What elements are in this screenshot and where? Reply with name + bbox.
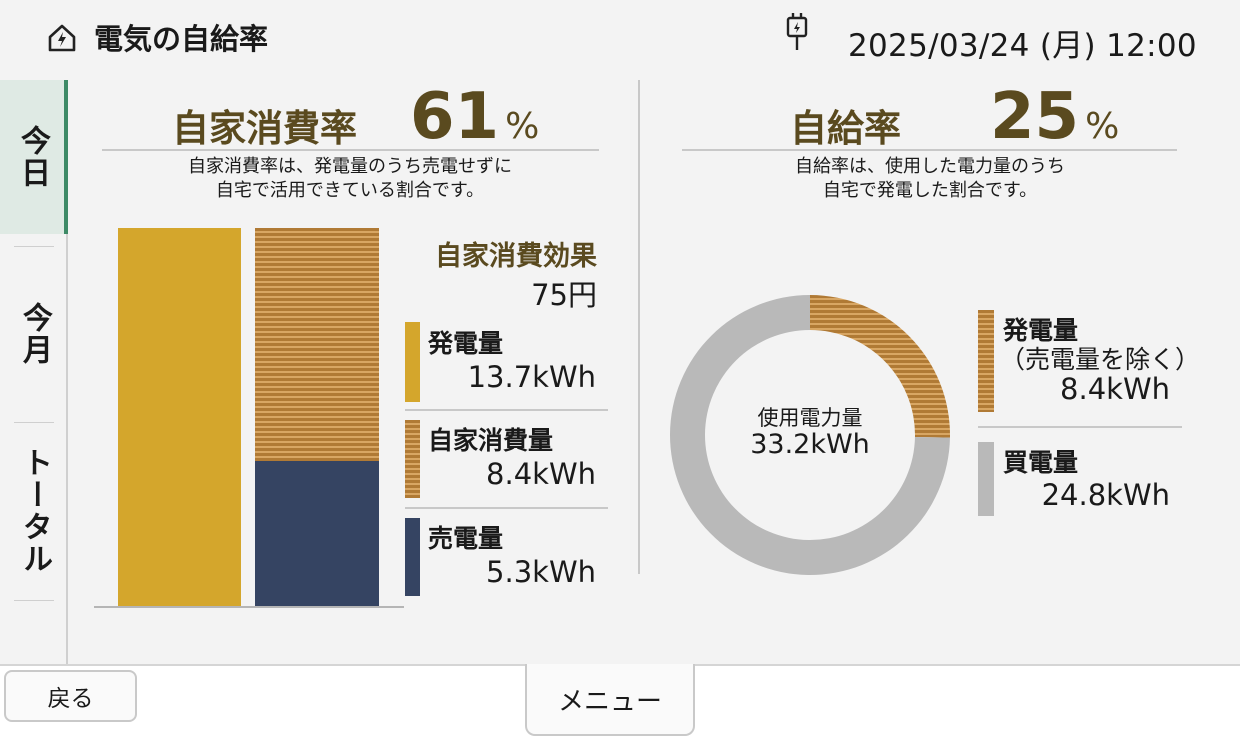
bar-baseline: [94, 606, 404, 608]
tab-month[interactable]: 今月: [17, 302, 52, 366]
legend-label-purchased: 買電量: [1003, 448, 1079, 477]
section-rule: [102, 149, 599, 151]
header: 電気の自給率 2025/03/24 (月) 12:00: [0, 0, 1240, 76]
section-rule: [682, 149, 1177, 151]
legend-value-generation: 13.7kWh: [467, 360, 596, 394]
main-screen: 電気の自給率 2025/03/24 (月) 12:00 今日 今月 トータル 自…: [0, 0, 1240, 664]
legend-label-self-consumption: 自家消費量: [428, 426, 554, 455]
menu-button[interactable]: メニュー: [525, 664, 695, 736]
legend-separator: [405, 507, 608, 509]
donut-slice-generation: [810, 295, 950, 438]
tab-divider: [14, 422, 54, 423]
legend-swatch-generation: [405, 322, 420, 402]
self-sufficiency-percent: 25%: [990, 80, 1120, 154]
legend-separator: [978, 426, 1182, 428]
legend-separator: [405, 409, 608, 411]
self-sufficiency-description: 自給率は、使用した電力量のうち 自宅で発電した割合です。: [795, 156, 1065, 201]
bar-sold: [255, 461, 379, 606]
legend-sublabel-excl-sold: （売電量を除く）: [1000, 345, 1201, 374]
home-lightning-icon: [48, 24, 76, 52]
legend-label-sold: 売電量: [428, 524, 504, 553]
legend-swatch-self-consumption: [405, 420, 420, 498]
tab-today[interactable]: 今日: [0, 80, 68, 234]
self-consumption-effect-label: 自家消費効果: [435, 241, 597, 272]
donut-center-label: 使用電力量: [757, 406, 863, 430]
legend-value-self-consumption: 8.4kWh: [486, 457, 596, 491]
legend-label-generation: 発電量: [428, 329, 504, 358]
legend-value-sold: 5.3kWh: [486, 555, 596, 589]
legend-swatch-sold: [405, 518, 420, 596]
self-sufficiency-title: 自給率: [790, 107, 901, 150]
tab-total[interactable]: トータル: [17, 447, 52, 575]
legend-value-generation-excl-sold: 8.4kWh: [1060, 372, 1170, 406]
datetime: 2025/03/24 (月) 12:00: [848, 28, 1197, 64]
tab-divider: [14, 246, 54, 247]
self-consumption-title: 自家消費率: [172, 107, 357, 150]
page-title: 電気の自給率: [94, 22, 269, 56]
legend-label-generation-excl-sold: 発電量: [1003, 316, 1079, 345]
self-sufficiency-donut: [670, 295, 950, 575]
legend-swatch-generation-excl-sold: [978, 310, 994, 412]
tab-divider: [14, 600, 54, 601]
panel-divider: [638, 80, 640, 574]
self-consumption-percent: 61%: [410, 80, 540, 154]
self-consumption-description: 自家消費率は、発電量のうち売電せずに 自宅で活用できている割合です。: [188, 156, 512, 201]
bar-generation: [118, 228, 241, 606]
period-tabs: 今日 今月 トータル: [0, 80, 68, 664]
plug-icon: [786, 13, 808, 50]
bar-self-consumption: [255, 228, 379, 461]
legend-swatch-purchased: [978, 442, 994, 516]
donut-center-value: 33.2kWh: [750, 429, 870, 460]
legend-value-purchased: 24.8kWh: [1041, 478, 1170, 512]
self-consumption-effect-value: 75円: [531, 278, 597, 312]
back-button[interactable]: 戻る: [4, 670, 137, 722]
